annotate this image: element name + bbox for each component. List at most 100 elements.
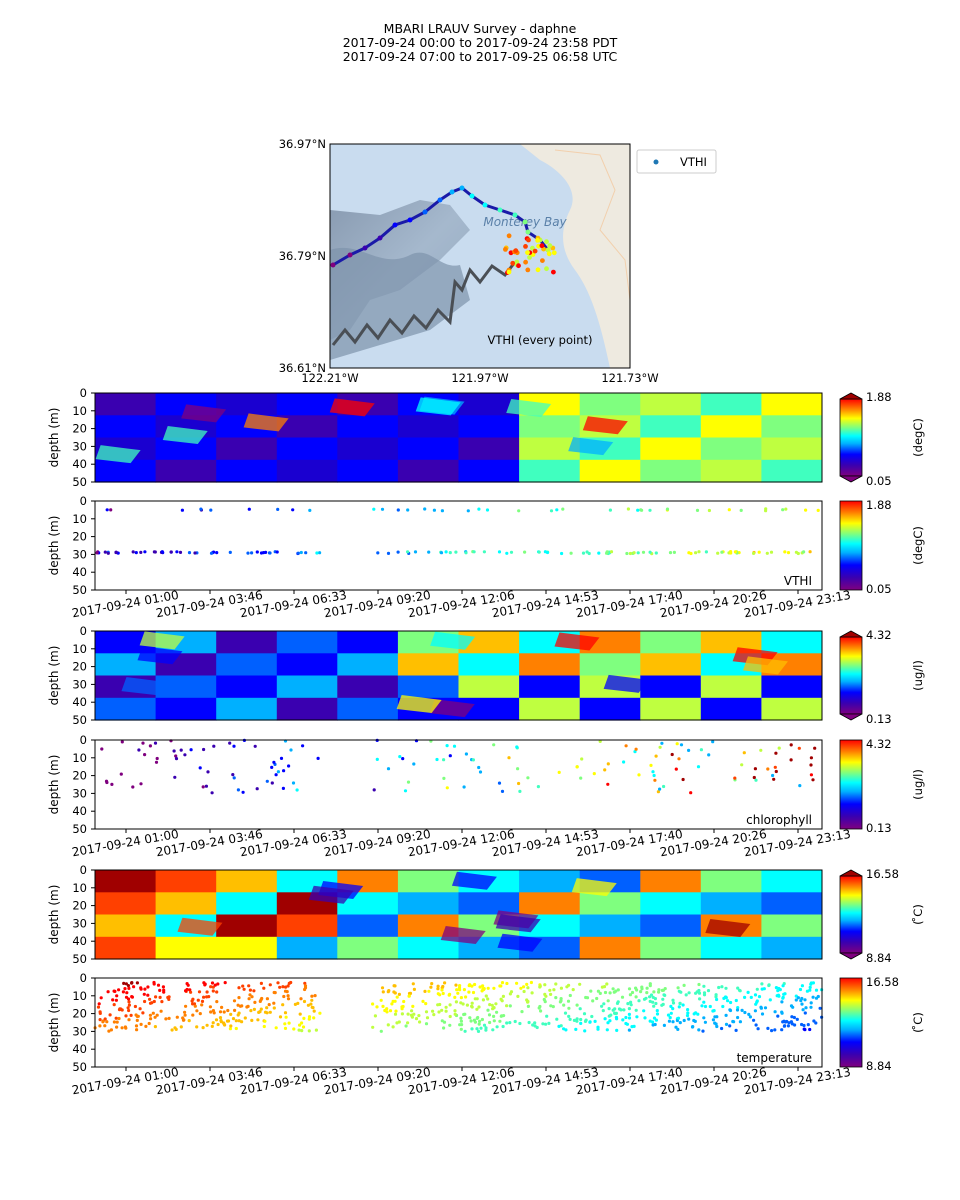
y-tick-label: 40 xyxy=(72,804,87,818)
scatter-point xyxy=(270,781,274,785)
scatter-point xyxy=(386,1023,390,1027)
scatter-point xyxy=(509,990,514,994)
scatter-point xyxy=(210,791,214,795)
scatter-point xyxy=(130,995,134,999)
scatter-point xyxy=(396,508,400,512)
heatmap-cell xyxy=(216,914,278,938)
colorbar-unit-label: (degC) xyxy=(911,418,925,457)
scatter-point xyxy=(587,551,591,556)
scatter-point xyxy=(549,992,553,997)
colorbar-unit-label: (ug/l) xyxy=(911,660,925,691)
scatter-point xyxy=(195,1009,199,1013)
scatter-point xyxy=(216,1022,220,1027)
scatter-point xyxy=(406,550,410,554)
y-axis-label: depth (m) xyxy=(47,755,61,815)
y-tick-label: 20 xyxy=(72,769,87,783)
map-legend-marker xyxy=(653,159,659,165)
scatter-point xyxy=(644,996,648,1000)
scatter-point xyxy=(685,1014,690,1018)
scatter-point xyxy=(598,739,602,744)
scatter-point xyxy=(611,1008,615,1012)
scatter-point xyxy=(799,999,803,1003)
colorbar xyxy=(839,500,863,591)
scatter-point xyxy=(459,1019,463,1023)
colorbar-min-label: 0.05 xyxy=(866,474,892,488)
scatter-point xyxy=(274,773,278,777)
scatter-point xyxy=(303,984,308,988)
heatmap-cell xyxy=(337,653,399,677)
scatter-point xyxy=(371,1025,375,1029)
scatter-point xyxy=(215,1000,219,1004)
scatter-point xyxy=(302,999,307,1004)
panel-frame xyxy=(94,500,823,591)
scatter-point xyxy=(639,990,643,994)
y-tick-label: 50 xyxy=(72,952,87,966)
scatter-point xyxy=(98,1010,102,1014)
scatter-point xyxy=(162,990,166,994)
scatter-point xyxy=(146,985,150,989)
scatter-point xyxy=(486,1008,490,1012)
scatter-point xyxy=(491,1028,495,1032)
scatter-point xyxy=(536,785,541,789)
scatter-point xyxy=(381,990,385,994)
map-track-point xyxy=(545,247,551,253)
scatter-point xyxy=(513,1019,517,1024)
scatter-point xyxy=(206,770,210,774)
scatter-point xyxy=(115,1020,119,1024)
scatter-point xyxy=(742,751,746,755)
y-tick-label: 40 xyxy=(72,695,87,709)
scatter-point xyxy=(734,1028,738,1032)
map-track-point xyxy=(526,237,531,243)
scatter-point xyxy=(263,1019,267,1023)
colorbar-unit-label: (ug/l) xyxy=(911,769,925,800)
scatter-point xyxy=(698,997,702,1001)
scatter-point xyxy=(808,1027,812,1032)
scatter-point xyxy=(381,1004,385,1009)
heatmap-cell xyxy=(458,892,520,916)
scatter-point xyxy=(469,1019,473,1023)
scatter-point xyxy=(143,987,147,991)
heatmap-cell xyxy=(162,425,208,444)
scatter-point xyxy=(411,1004,415,1009)
scatter-point xyxy=(481,998,485,1002)
heatmap-cell xyxy=(700,437,762,461)
map-lat-tick: 36.79°N xyxy=(279,249,326,263)
scatter-point xyxy=(252,1007,256,1012)
scatter-point xyxy=(166,995,170,1000)
scatter-point xyxy=(579,776,583,780)
scatter-point xyxy=(240,1020,244,1024)
scatter-point xyxy=(146,993,150,997)
scatter-point xyxy=(296,1001,300,1006)
scatter-point xyxy=(115,994,119,998)
scatter-point xyxy=(201,1026,205,1030)
scatter-point xyxy=(228,550,232,555)
scatter-point xyxy=(572,1018,577,1023)
map-track-point xyxy=(525,267,531,273)
scatter-point xyxy=(440,988,444,992)
scatter-point xyxy=(771,773,775,778)
scatter-point xyxy=(262,986,266,990)
scatter-point xyxy=(704,550,709,554)
scatter-point xyxy=(209,985,213,989)
heatmap-cell xyxy=(216,675,278,699)
scatter-point xyxy=(702,984,706,988)
heatmap-cell xyxy=(640,697,702,721)
scatter-point xyxy=(488,1003,492,1007)
scatter-point xyxy=(410,1015,414,1019)
scatter-point xyxy=(677,1005,681,1009)
heatmap-cell xyxy=(579,892,641,916)
y-tick-label: 40 xyxy=(72,565,87,579)
scatter-point xyxy=(437,1010,441,1014)
scatter-point xyxy=(499,1014,503,1018)
scatter-point xyxy=(568,1017,572,1022)
scatter-point xyxy=(123,987,127,991)
scatter-point xyxy=(250,995,254,999)
scatter-point xyxy=(715,997,719,1002)
scatter-point xyxy=(694,551,698,555)
scatter-point xyxy=(674,767,678,771)
map-track-point xyxy=(525,229,531,235)
scatter-point xyxy=(675,742,679,746)
panel-frame xyxy=(94,630,823,721)
heatmap-cell xyxy=(519,892,581,916)
panel-label: VTHI xyxy=(784,574,812,588)
